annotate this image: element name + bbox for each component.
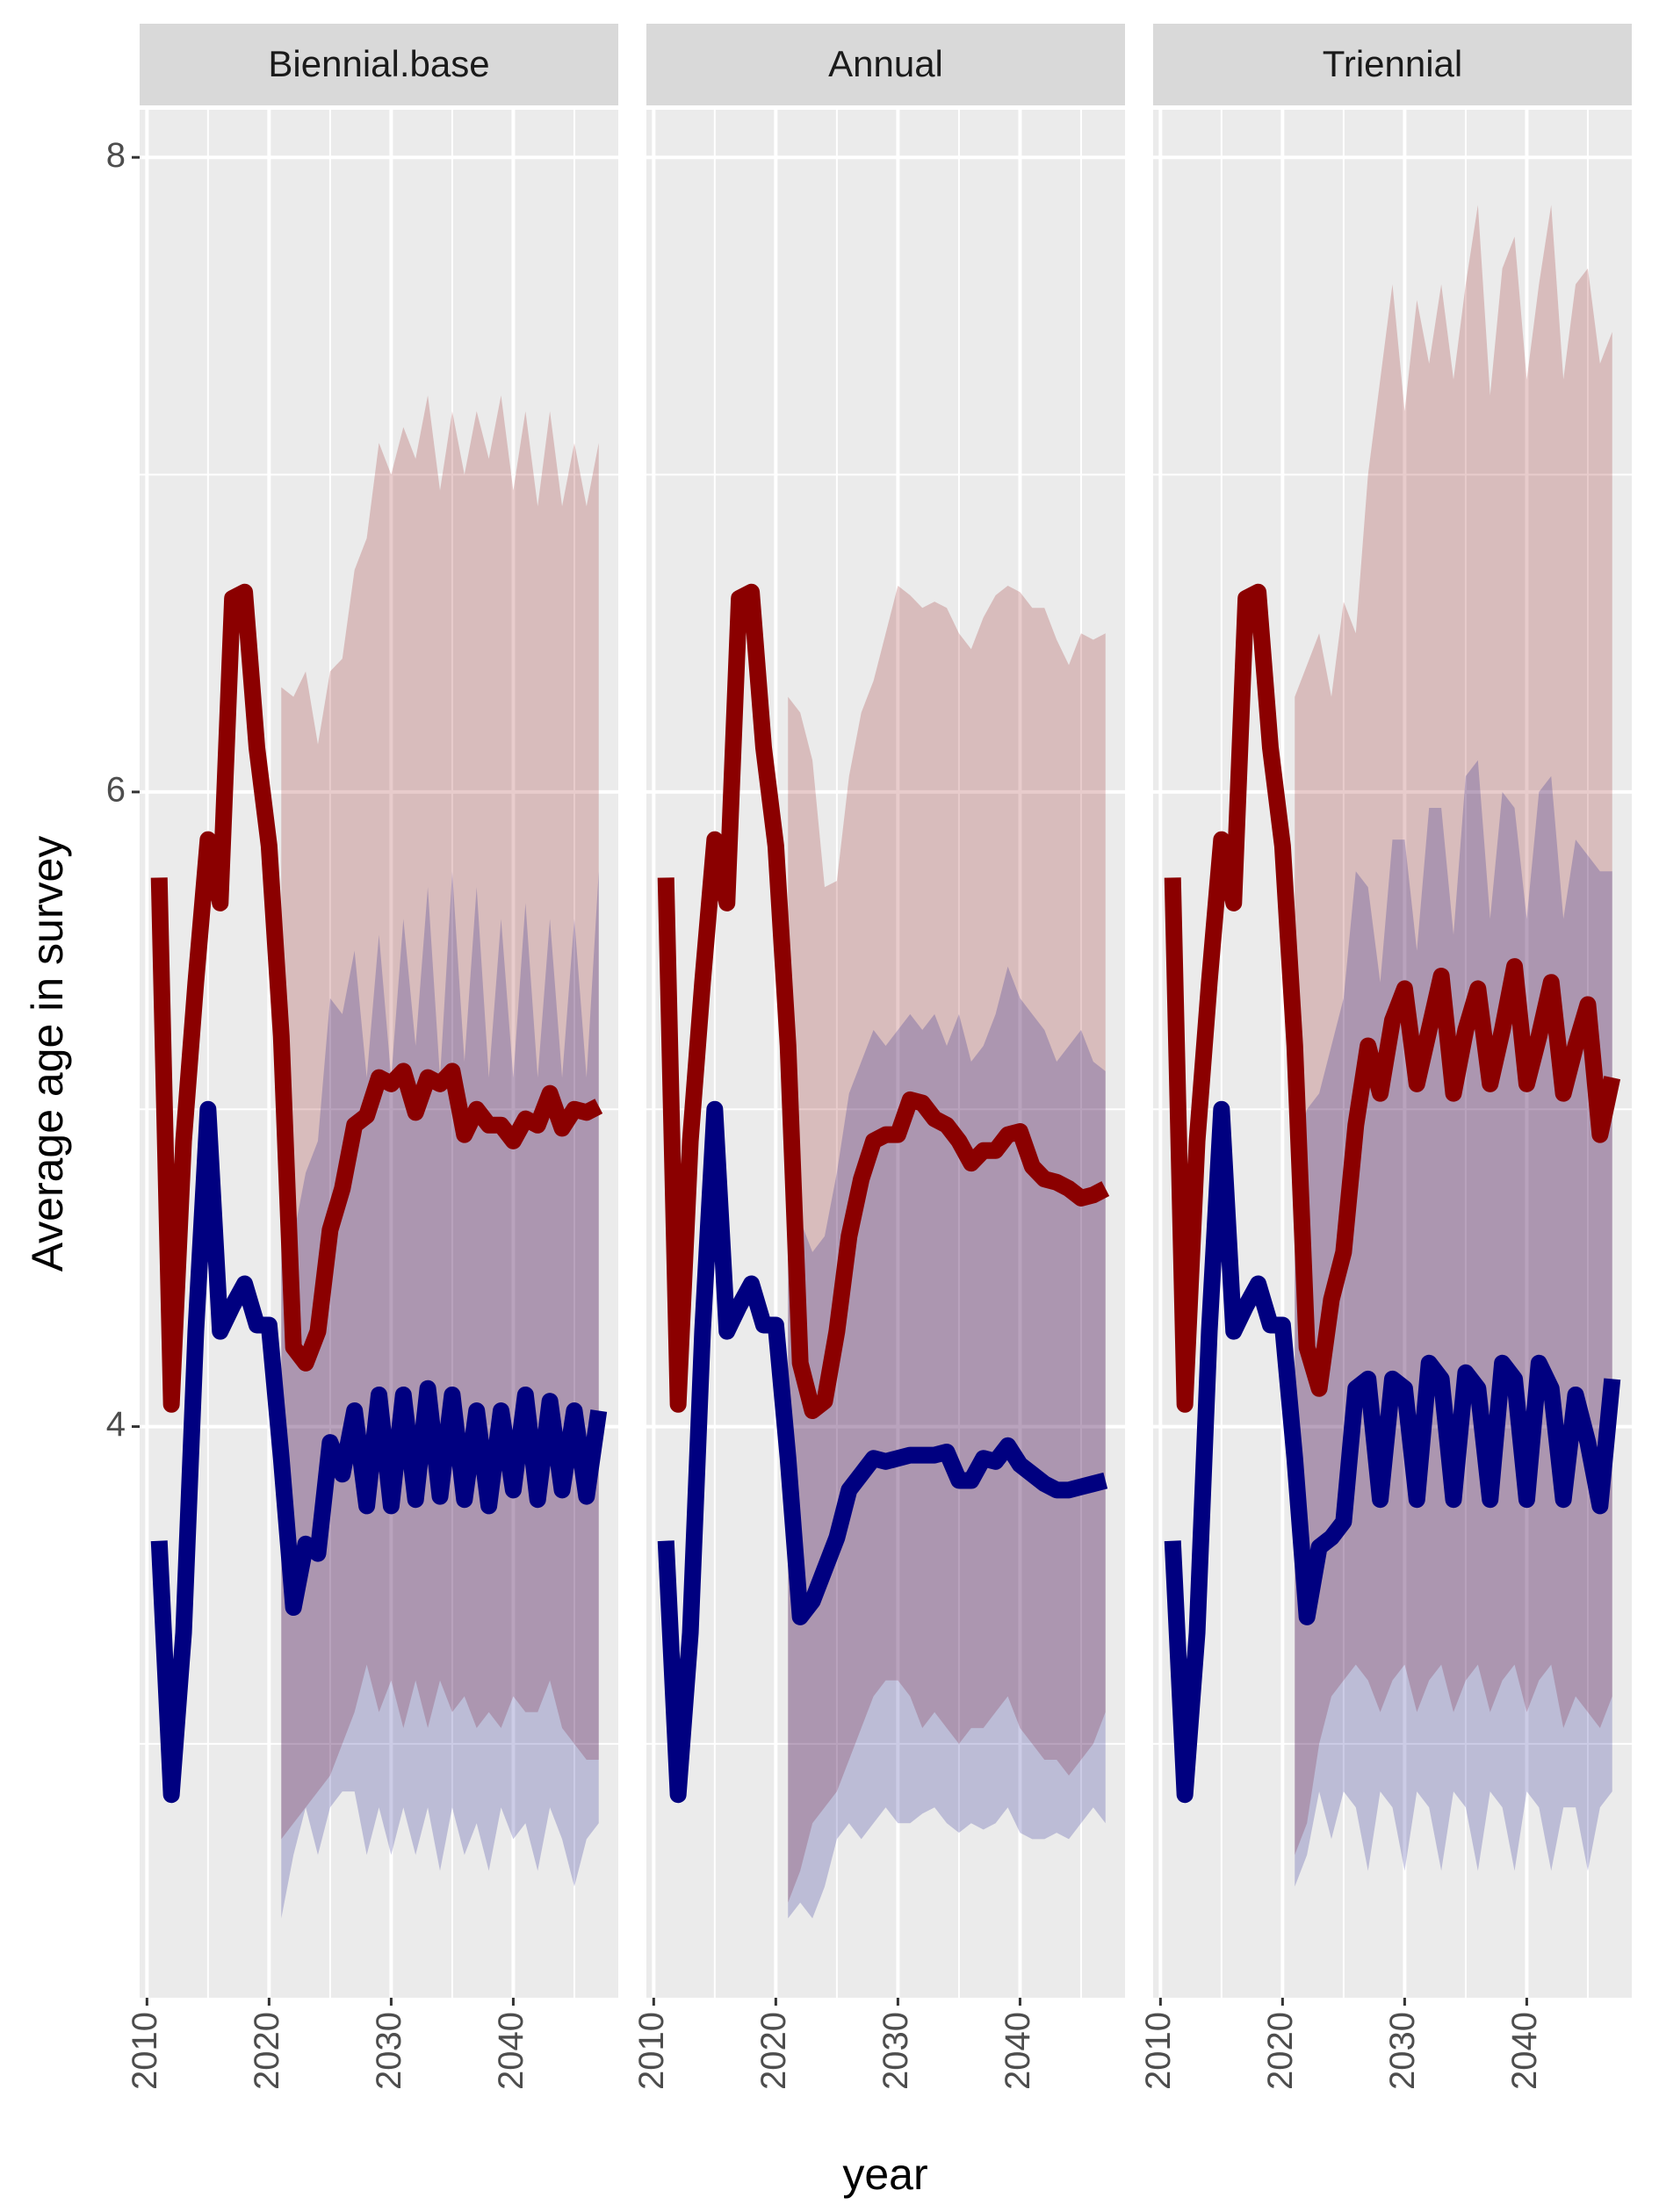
x-tick-label: 2040 <box>492 2012 530 2090</box>
x-tick-label: 2010 <box>1139 2012 1178 2090</box>
x-tick-label: 2010 <box>126 2012 164 2090</box>
y-tick-label: 6 <box>106 770 126 809</box>
ribbon <box>788 966 1106 1919</box>
strip <box>646 24 1125 105</box>
x-tick-label: 2020 <box>248 2012 286 2090</box>
y-axis-title: Average age in survey <box>23 836 72 1272</box>
x-tick-label: 2010 <box>632 2012 671 2090</box>
strip <box>1153 24 1632 105</box>
y-tick-label: 8 <box>106 136 126 175</box>
panel-title: Annual <box>828 43 943 84</box>
panel-title: Biennial.base <box>268 43 489 84</box>
x-tick-label: 2020 <box>754 2012 793 2090</box>
y-tick-label: 4 <box>106 1405 126 1444</box>
panel-background <box>140 110 618 1998</box>
panel-title: Triennial <box>1323 43 1463 84</box>
panel-background <box>646 110 1125 1998</box>
x-tick-label: 2030 <box>876 2012 915 2090</box>
x-tick-label: 2020 <box>1261 2012 1300 2090</box>
x-tick-label: 2030 <box>1383 2012 1422 2090</box>
line <box>150 1100 608 1804</box>
ribbon <box>788 586 1106 1903</box>
line <box>657 583 1110 1420</box>
x-axis-title: year <box>842 2150 927 2199</box>
line <box>1164 1100 1621 1804</box>
x-tick-label: 2040 <box>999 2012 1037 2090</box>
strip <box>140 24 618 105</box>
line <box>1164 583 1621 1413</box>
x-tick-label: 2040 <box>1505 2012 1544 2090</box>
x-tick-label: 2030 <box>370 2012 408 2090</box>
line <box>150 583 603 1413</box>
line <box>657 1100 1108 1804</box>
